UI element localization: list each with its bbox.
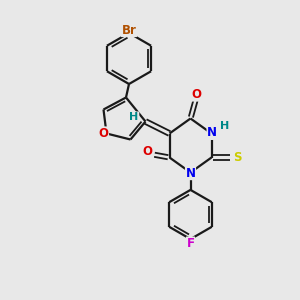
Text: O: O [98,127,109,140]
Text: Br: Br [122,23,136,37]
Text: O: O [191,88,201,101]
Text: N: N [207,126,217,140]
Text: H: H [130,112,139,122]
Text: H: H [220,121,230,131]
Text: O: O [142,145,153,158]
Text: N: N [185,167,196,180]
Text: S: S [233,151,241,164]
Text: F: F [187,237,194,250]
